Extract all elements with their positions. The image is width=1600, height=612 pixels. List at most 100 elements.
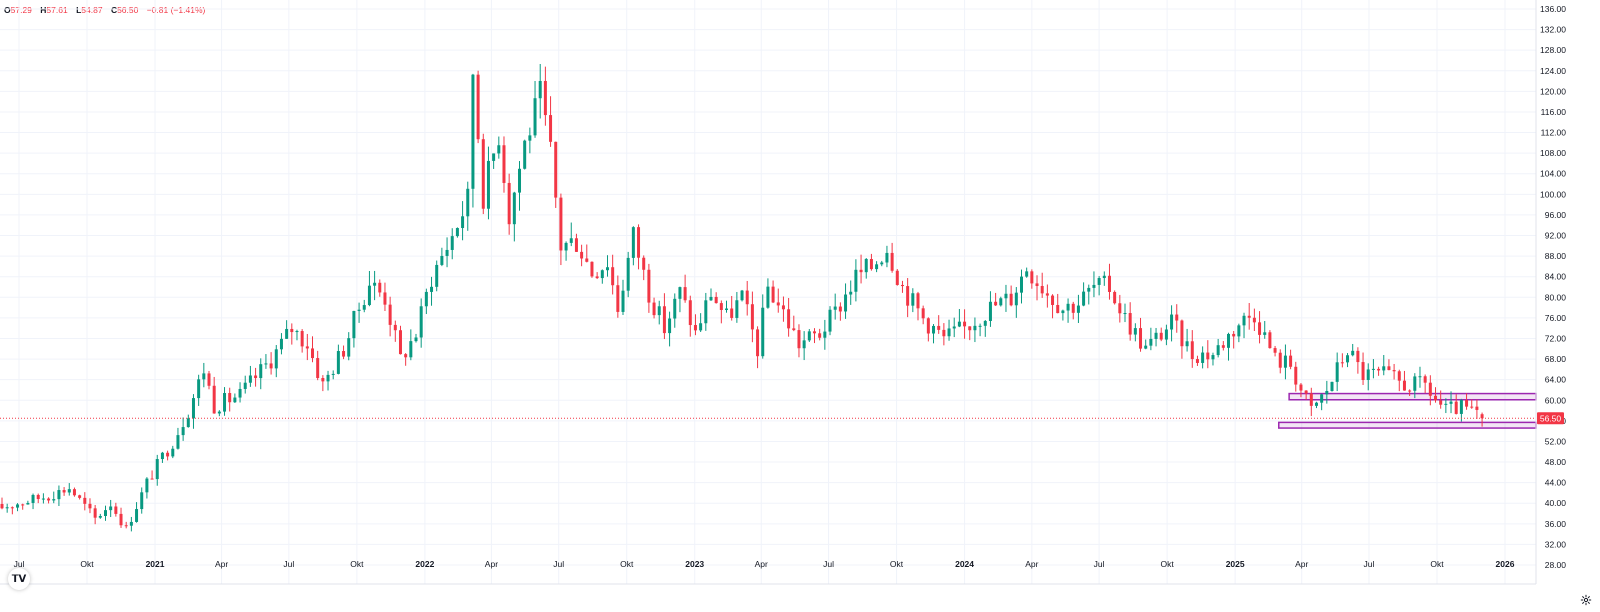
candle-body [5,507,9,509]
candle-body [812,331,816,334]
candle-body [911,293,915,306]
candle-body [1408,390,1412,392]
candle-body [1346,355,1350,363]
candle-body [197,379,201,399]
candle-body [875,264,879,270]
candle-body [1475,406,1479,410]
candle-body [1066,303,1070,311]
candle-body [326,374,330,382]
candle-body [1118,303,1122,314]
time-tick-label: Okt [1430,559,1444,569]
candle-body [135,509,139,522]
last-price-tag-text: 56.50 [1540,413,1562,423]
candle-body [36,494,40,500]
candle-body [145,478,149,493]
time-tick-label: Okt [80,559,94,569]
candle-body [864,258,868,273]
candle-body [336,351,340,374]
candle-body [564,242,568,251]
candle-body [647,269,651,303]
candle-body [988,301,992,321]
candle-body [761,307,765,357]
candle-body [906,286,910,306]
candle-body [792,328,796,331]
candle-body [1227,333,1231,348]
price-tick-label: 116.00 [1541,107,1567,117]
price-axis[interactable]: 136.00 132.00 128.00 124.00 120.00 116.00 112.… [1540,4,1566,570]
candle-body [62,490,66,493]
candle-body [1423,376,1427,383]
candle-body [279,338,283,350]
candle-body [191,398,195,419]
candle-body [274,349,278,369]
candle-body [621,290,625,312]
candle-body [1268,332,1272,349]
candle-body [1154,332,1158,339]
price-tick-label: 108.00 [1540,148,1566,158]
candle-body [1237,325,1241,337]
candle-body [533,98,537,136]
candle-body [414,337,418,342]
time-tick-label: Jul [823,559,834,569]
candle-body [963,321,967,327]
candle-body [1082,291,1086,306]
price-tick-label: 32.00 [1545,539,1567,549]
candle-body [207,373,211,386]
candle-body [1061,310,1065,314]
candle-body [978,325,982,327]
candle-body [440,255,444,265]
candle-body [300,331,304,347]
candle-body [305,346,309,349]
candle-body [859,269,863,273]
time-tick-label: Apr [1025,559,1038,569]
candle-body [129,521,133,526]
candle-body [1030,271,1034,284]
candle-body [461,216,465,229]
candle-body [264,363,268,365]
candle-body [1019,276,1023,293]
candle-body [1325,391,1329,395]
candle-body [398,330,402,355]
gear-icon[interactable] [1580,594,1592,606]
candle-body [1092,284,1096,288]
candle-body [693,325,697,331]
candle-body [88,503,92,509]
candle-body [52,499,56,501]
candle-body [983,320,987,326]
candle-body [1014,292,1018,306]
candle-body [1221,345,1225,348]
candle-body [1351,350,1355,356]
time-tick-label: 2026 [1496,559,1515,569]
candle-body [140,492,144,510]
time-axis[interactable]: Jul Okt 2021 Apr Jul Okt 2022 Apr Jul Okt 2023 Apr J… [14,559,1515,569]
candle-body [435,264,439,287]
price-tick-label: 64.00 [1545,375,1567,385]
candle-body [1382,366,1386,371]
candle-body [347,338,351,357]
candle-body [750,304,754,330]
candle-body [595,276,599,279]
candle-body [637,227,641,258]
candle-body [1123,313,1127,315]
price-tick-label: 60.00 [1545,395,1567,405]
candle-body [481,139,485,209]
candle-body [455,228,459,237]
candle-body [1428,382,1432,396]
candle-body [342,351,346,357]
candle-body [559,197,563,251]
zone-rectangles[interactable] [1278,392,1537,429]
time-tick-label: Apr [215,559,228,569]
price-tick-label: 136.00 [1540,4,1566,14]
time-tick-label: Apr [1295,559,1308,569]
candle-body [1320,394,1324,403]
tradingview-logo-icon[interactable]: 𝗧𝗩 [8,568,30,590]
candle-body [1273,348,1277,353]
candle-body [869,258,873,270]
candle-body [849,291,853,295]
candle-body [466,188,470,217]
candle-body [1232,333,1236,337]
time-tick-label: 2021 [146,559,165,569]
candle-body [652,302,656,316]
candle-body [1128,313,1132,335]
